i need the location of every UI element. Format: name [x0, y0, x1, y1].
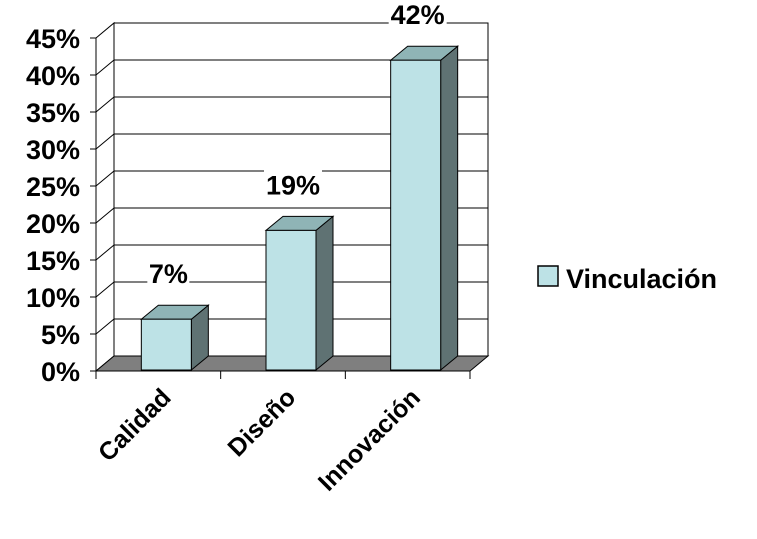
bar-front: [265, 229, 317, 371]
y-tick-label: 20%: [26, 209, 80, 239]
y-tick-label: 45%: [26, 24, 80, 54]
y-tick-label: 35%: [26, 98, 80, 128]
data-label: 7%: [149, 259, 188, 289]
y-tick-label: 30%: [26, 135, 80, 165]
gridline-side: [95, 96, 115, 113]
legend-label: Vinculación: [566, 264, 717, 294]
gridline-side: [95, 133, 115, 150]
gridline-side: [95, 281, 115, 298]
bar-front: [140, 318, 192, 371]
gridline-side: [95, 170, 115, 187]
data-label-bg: [147, 259, 190, 292]
bar-3: [389, 45, 460, 372]
side-wall: [95, 21, 115, 373]
y-tick-label: 5%: [41, 320, 80, 350]
data-label: 42%: [391, 0, 445, 30]
data-label: 19%: [266, 170, 320, 200]
y-axis: 0% 5% 10% 15% 20% 25% 30% 35% 40% 45%: [26, 24, 97, 387]
y-tick-label: 15%: [26, 246, 80, 276]
y-tick-label: 40%: [26, 61, 80, 91]
x-axis: Calidad Diseño Innovación: [93, 370, 471, 497]
gridline-side: [95, 244, 115, 261]
bars: 7% 19% 42%: [139, 0, 460, 372]
data-label-bg: [264, 170, 322, 203]
bar-side: [315, 215, 334, 372]
bar-1: [139, 304, 210, 372]
gridline-side: [95, 59, 115, 76]
legend: Vinculación: [537, 264, 717, 294]
bar-2: [264, 215, 335, 372]
gridline-side: [95, 318, 115, 335]
bar-side: [440, 45, 459, 372]
x-tick-label: Diseño: [222, 383, 301, 462]
gridline-side: [95, 207, 115, 224]
y-tick-label: 0%: [41, 357, 80, 387]
x-tick-label: Innovación: [313, 383, 426, 496]
x-tick-label: Calidad: [93, 383, 177, 467]
bar-front: [390, 59, 442, 371]
legend-swatch: [537, 265, 559, 287]
data-label-bg: [388, 0, 447, 33]
y-tick-label: 10%: [26, 283, 80, 313]
y-tick-label: 25%: [26, 172, 80, 202]
